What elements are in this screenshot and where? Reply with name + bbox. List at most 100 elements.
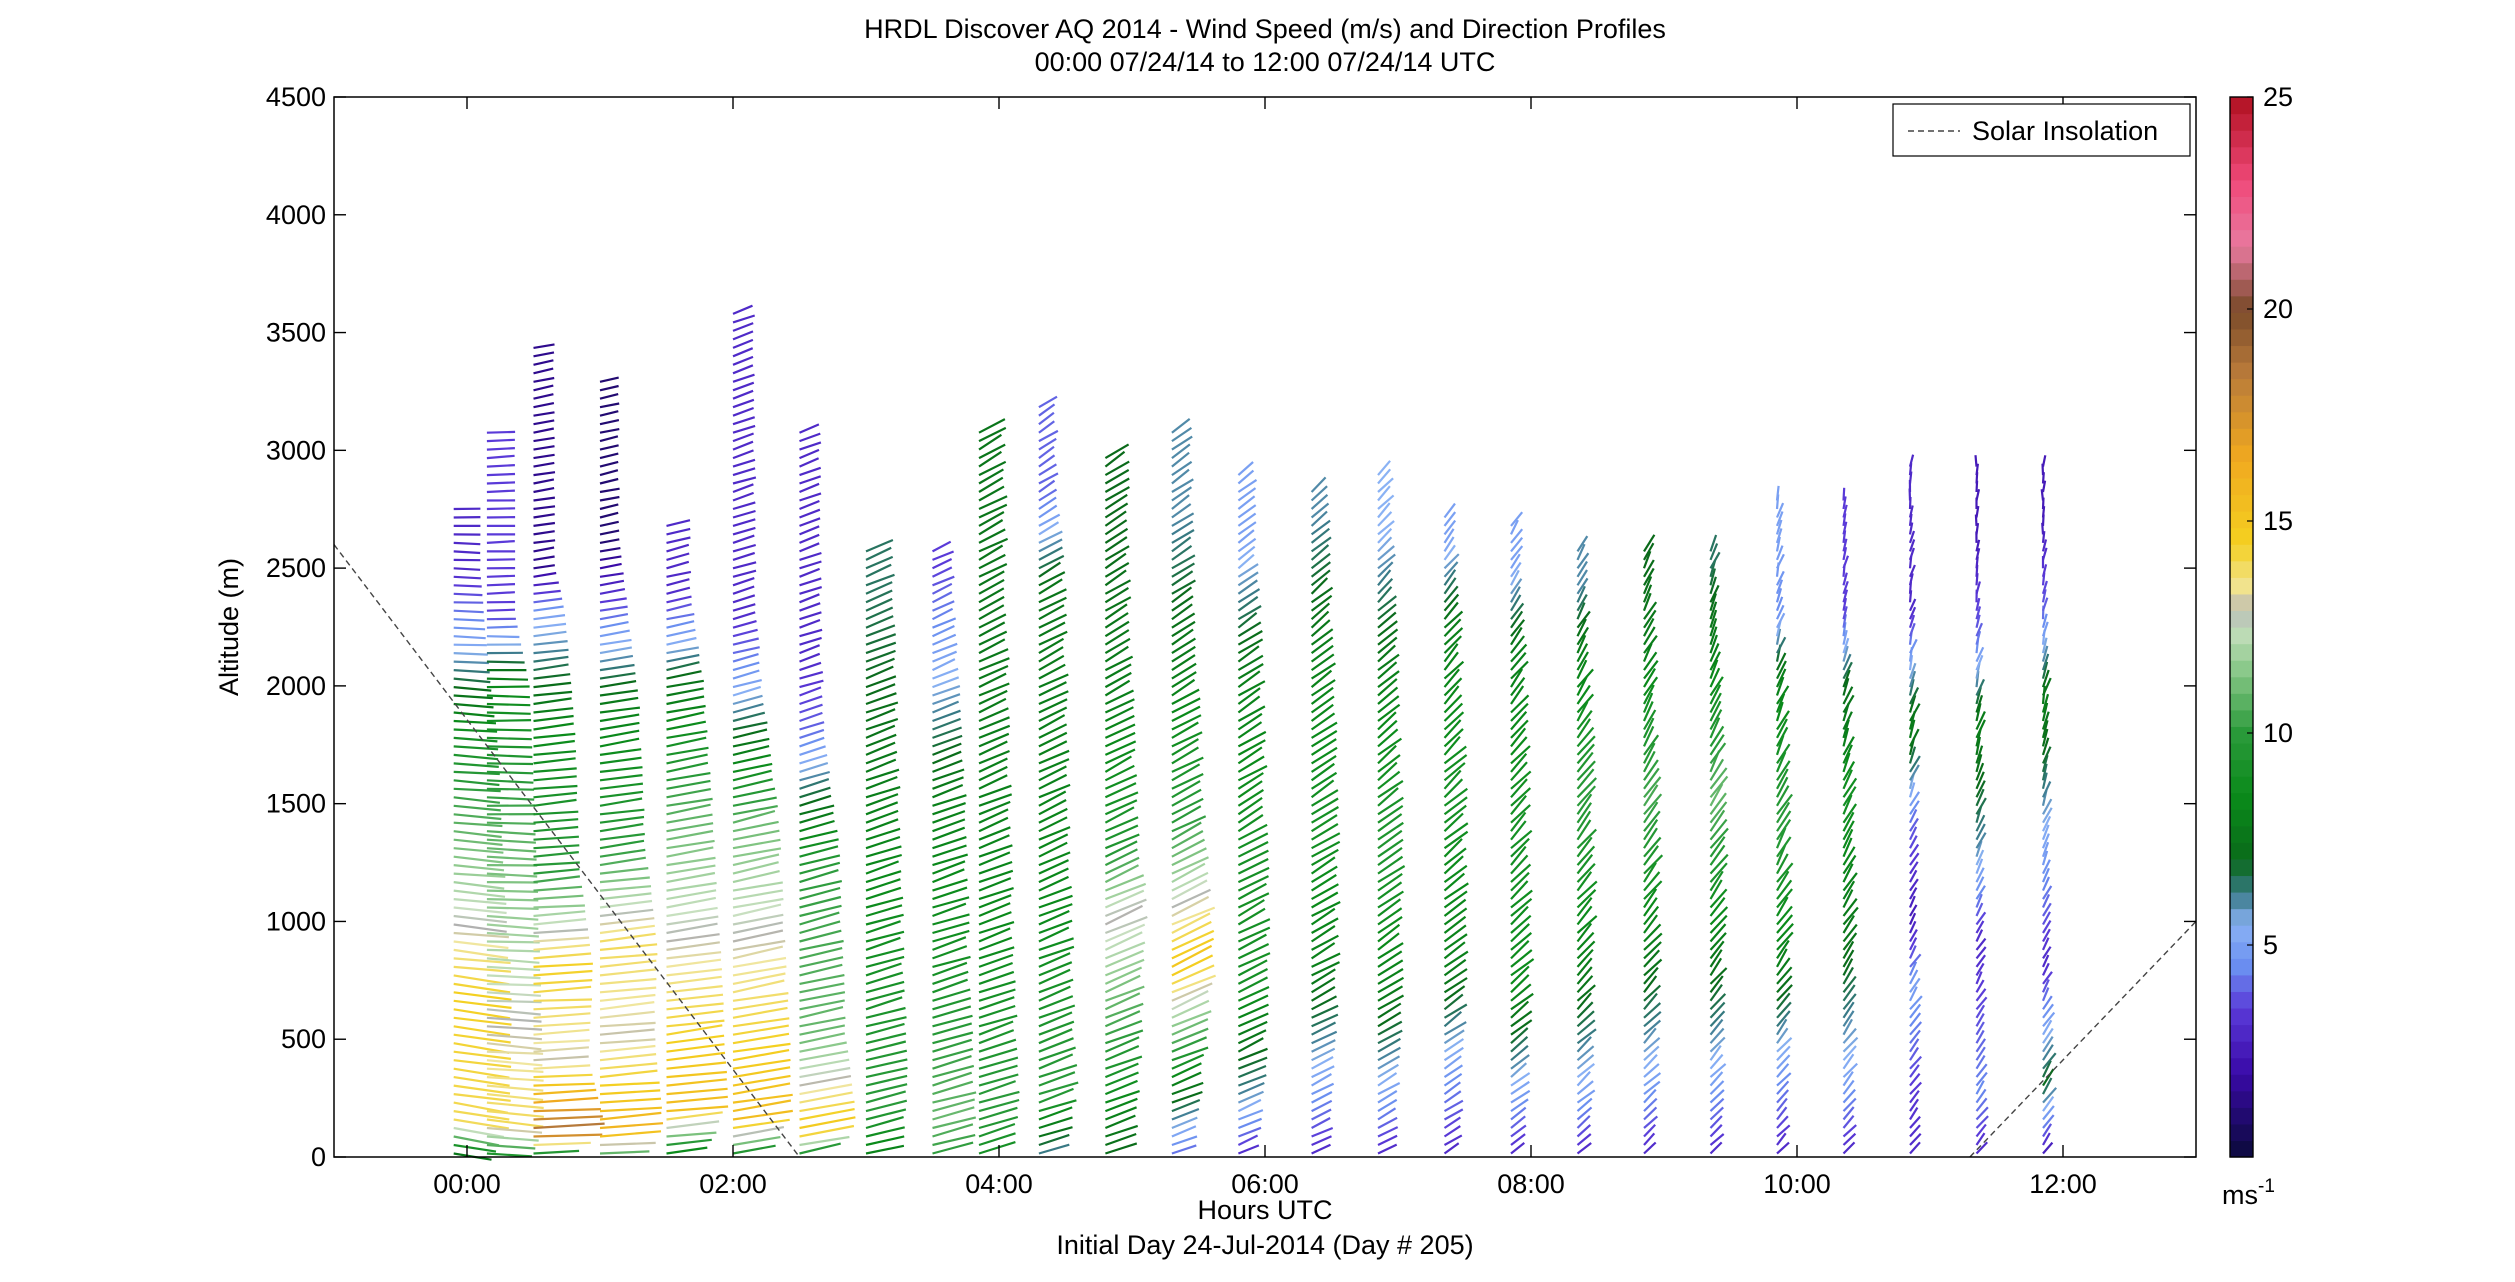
wind-barb [1237, 959, 1268, 977]
wind-barb [978, 851, 1011, 867]
colorbar-segment [2230, 858, 2253, 877]
wind-barb [799, 761, 829, 773]
wind-barb [1975, 754, 1983, 773]
wind-barb [1510, 745, 1531, 765]
wind-barb [1776, 801, 1791, 824]
wind-barb [1171, 990, 1209, 1011]
wind-barb [486, 635, 520, 639]
wind-barb [978, 1080, 1016, 1096]
wind-barb [1909, 986, 1918, 1002]
wind-barb [932, 988, 971, 1002]
wind-barb [1104, 731, 1136, 748]
wind-barb [1909, 817, 1919, 832]
wind-barb [1842, 1141, 1856, 1155]
wind-barb [978, 476, 1004, 493]
wind-barb [732, 870, 780, 884]
wind-barb [1908, 547, 1915, 561]
wind-barb [453, 660, 489, 665]
wind-barb [1576, 735, 1596, 756]
wind-barb [1510, 914, 1532, 934]
wind-barb [1237, 630, 1263, 646]
wind-barb [1237, 1012, 1269, 1028]
wind-barb [932, 1055, 972, 1070]
wind-barb [599, 1044, 656, 1053]
wind-barb [1908, 961, 1918, 976]
wind-barb [1377, 636, 1398, 654]
wind-barb [799, 929, 842, 943]
wind-barb [799, 457, 820, 468]
wind-barb [1237, 1098, 1262, 1113]
wind-barb [1576, 992, 1592, 1011]
wind-barb [865, 1032, 907, 1045]
wind-barb [453, 669, 490, 674]
wind-barb [1709, 601, 1718, 620]
wind-barb [732, 861, 779, 875]
wind-barb [486, 1033, 542, 1041]
wind-barb [1171, 830, 1204, 850]
wind-barb [1576, 863, 1596, 883]
wind-barb [1171, 705, 1201, 722]
wind-barb [2041, 455, 2047, 467]
wind-barb [1038, 749, 1070, 765]
wind-barb [1377, 959, 1404, 977]
wind-barb [1643, 1063, 1660, 1078]
wind-barb [1510, 863, 1532, 883]
wind-barb [1842, 820, 1855, 841]
wind-barb [1975, 463, 1979, 476]
wind-barb [1171, 1062, 1202, 1079]
wind-barb [1237, 1037, 1264, 1053]
wind-barb [1909, 809, 1918, 824]
wind-barb [1443, 685, 1460, 705]
wind-barb [666, 871, 716, 884]
wind-barb [1842, 1088, 1856, 1104]
wind-barb [1171, 595, 1194, 612]
wind-barb [666, 711, 705, 723]
wind-barb [453, 643, 487, 647]
wind-barb [1643, 827, 1658, 849]
wind-barb [732, 1136, 781, 1147]
wind-barb [453, 1101, 509, 1114]
wind-barb [932, 970, 969, 985]
wind-barb [1104, 612, 1129, 629]
wind-barb [732, 432, 754, 443]
wind-barb [486, 1067, 544, 1073]
wind-barb [1510, 992, 1534, 1011]
wind-barb [1776, 1106, 1788, 1121]
wind-barb [1909, 1029, 1921, 1044]
wind-barb [599, 605, 628, 612]
wind-barb [1709, 967, 1728, 985]
wind-barb [1510, 1027, 1529, 1045]
wind-barb [1171, 805, 1202, 824]
wind-barb [486, 762, 534, 766]
wind-barb [1377, 770, 1401, 790]
wind-barb [1104, 714, 1135, 731]
wind-barb [1311, 1126, 1334, 1138]
wind-barb [1237, 1134, 1259, 1146]
wind-barb [486, 838, 536, 844]
wind-barb [1038, 420, 1055, 434]
wind-barb [1237, 469, 1255, 485]
wind-barb [1171, 478, 1194, 493]
wind-barb [978, 953, 1014, 968]
wind-barb [1443, 950, 1469, 968]
wind-barb [978, 544, 1004, 561]
wind-barb [799, 770, 830, 782]
wind-barb [1377, 821, 1404, 841]
wind-barb [1311, 1039, 1336, 1053]
wind-barb [533, 904, 585, 909]
wind-barb [1510, 602, 1525, 620]
wind-barb [1038, 926, 1070, 943]
wind-barb [1310, 924, 1336, 943]
wind-barb [2041, 653, 2050, 671]
wind-barb [1576, 905, 1593, 926]
wind-barb [1510, 752, 1528, 773]
wind-barb [453, 1008, 511, 1020]
wind-barb [1038, 1099, 1077, 1113]
wind-barb [599, 977, 657, 985]
wind-barb [1908, 670, 1917, 688]
wind-barb [2042, 807, 2053, 824]
wind-barb [1576, 1124, 1592, 1138]
wind-barb [799, 845, 839, 858]
wind-barb [1171, 862, 1206, 884]
wind-barb [1510, 511, 1524, 527]
